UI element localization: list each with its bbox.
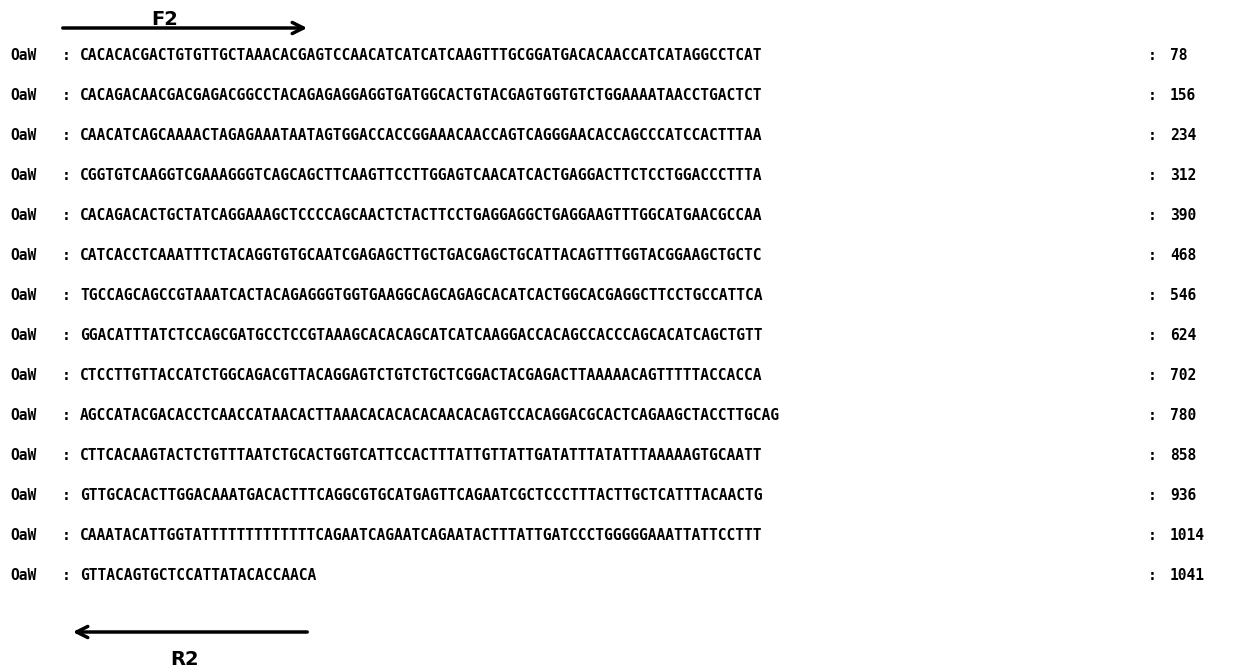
Text: 702: 702	[1171, 367, 1197, 383]
Text: OaW: OaW	[10, 167, 36, 183]
Text: R2: R2	[171, 650, 200, 669]
Text: 468: 468	[1171, 248, 1197, 262]
Text: :: :	[62, 288, 71, 302]
Text: :: :	[1148, 407, 1157, 423]
Text: CGGTGTCAAGGTCGAAAGGGTCAGCAGCTTCAAGTTCCTTGGAGTCAACATCACTGAGGACTTCTCCTGGACCCTTTA: CGGTGTCAAGGTCGAAAGGGTCAGCAGCTTCAAGTTCCTT…	[81, 167, 763, 183]
Text: GGACATTTATCTCCAGCGATGCCTCCGTAAAGCACACAGCATCATCAAGGACCACAGCCACCCAGCACATCAGCTGTT: GGACATTTATCTCCAGCGATGCCTCCGTAAAGCACACAGC…	[81, 328, 763, 343]
Text: :: :	[1148, 567, 1157, 583]
Text: OaW: OaW	[10, 488, 36, 502]
Text: OaW: OaW	[10, 448, 36, 462]
Text: 78: 78	[1171, 47, 1188, 62]
Text: :: :	[1148, 207, 1157, 223]
Text: GTTGCACACTTGGACAAATGACACTTTCAGGCGTGCATGAGTTCAGAATCGCTCCCTTTACTTGCTCATTTACAACTG: GTTGCACACTTGGACAAATGACACTTTCAGGCGTGCATGA…	[81, 488, 763, 502]
Text: OaW: OaW	[10, 88, 36, 102]
Text: CACAGACACTGCTATCAGGAAAGCTCCCCAGCAACTCTACTTCCTGAGGAGGCTGAGGAAGTTTGGCATGAACGCCAA: CACAGACACTGCTATCAGGAAAGCTCCCCAGCAACTCTAC…	[81, 207, 763, 223]
Text: :: :	[62, 207, 71, 223]
Text: TGCCAGCAGCCGTAAATCACTACAGAGGGTGGTGAAGGCAGCAGAGCACATCACTGGCACGAGGCTTCCTGCCATTCA: TGCCAGCAGCCGTAAATCACTACAGAGGGTGGTGAAGGCA…	[81, 288, 763, 302]
Text: :: :	[62, 328, 71, 343]
Text: :: :	[62, 488, 71, 502]
Text: CAAATACATTGGTATTTTTTTTTTTTTCAGAATCAGAATCAGAATACTTTATTGATCCCTGGGGGAAATTATTCCTTT: CAAATACATTGGTATTTTTTTTTTTTTCAGAATCAGAATC…	[81, 527, 763, 543]
Text: :: :	[1148, 328, 1157, 343]
Text: OaW: OaW	[10, 47, 36, 62]
Text: :: :	[1148, 527, 1157, 543]
Text: :: :	[62, 367, 71, 383]
Text: OaW: OaW	[10, 367, 36, 383]
Text: CAACATCAGCAAAACTAGAGAAATAATAGTGGACCACCGGAAACAACCAGTCAGGGAACACCAGCCCATCCACTTTAA: CAACATCAGCAAAACTAGAGAAATAATAGTGGACCACCGG…	[81, 128, 763, 142]
Text: OaW: OaW	[10, 288, 36, 302]
Text: :: :	[62, 167, 71, 183]
Text: 156: 156	[1171, 88, 1197, 102]
Text: OaW: OaW	[10, 567, 36, 583]
Text: :: :	[1148, 488, 1157, 502]
Text: 858: 858	[1171, 448, 1197, 462]
Text: :: :	[62, 47, 71, 62]
Text: :: :	[62, 128, 71, 142]
Text: CTCCTTGTTACCATCTGGCAGACGTTACAGGAGTCTGTCTGCTCGGACTACGAGACTTAAAAACAGTTTTTACCACCA: CTCCTTGTTACCATCTGGCAGACGTTACAGGAGTCTGTCT…	[81, 367, 763, 383]
Text: :: :	[1148, 167, 1157, 183]
Text: 546: 546	[1171, 288, 1197, 302]
Text: 1041: 1041	[1171, 567, 1205, 583]
Text: 936: 936	[1171, 488, 1197, 502]
Text: :: :	[1148, 448, 1157, 462]
Text: 312: 312	[1171, 167, 1197, 183]
Text: OaW: OaW	[10, 527, 36, 543]
Text: :: :	[1148, 248, 1157, 262]
Text: OaW: OaW	[10, 248, 36, 262]
Text: :: :	[1148, 88, 1157, 102]
Text: OaW: OaW	[10, 407, 36, 423]
Text: 234: 234	[1171, 128, 1197, 142]
Text: 780: 780	[1171, 407, 1197, 423]
Text: CACACACGACTGTGTTGCTAAACACGAGTCCAACATCATCATCAAGTTTGCGGATGACACAACCATCATAGGCCTCAT: CACACACGACTGTGTTGCTAAACACGAGTCCAACATCATC…	[81, 47, 763, 62]
Text: OaW: OaW	[10, 328, 36, 343]
Text: CATCACCTCAAATTTCTACAGGTGTGCAATCGAGAGCTTGCTGACGAGCTGCATTACAGTTTGGTACGGAAGCTGCTC: CATCACCTCAAATTTCTACAGGTGTGCAATCGAGAGCTTG…	[81, 248, 763, 262]
Text: :: :	[62, 567, 71, 583]
Text: F2: F2	[151, 10, 179, 29]
Text: :: :	[62, 88, 71, 102]
Text: :: :	[1148, 288, 1157, 302]
Text: OaW: OaW	[10, 207, 36, 223]
Text: AGCCATACGACACCTCAACCATAACACTTAAACACACACACAACACAGTCCACAGGACGCACTCAGAAGCTACCTTGCAG: AGCCATACGACACCTCAACCATAACACTTAAACACACACA…	[81, 407, 780, 423]
Text: CTTCACAAGTACTCTGTTTAATCTGCACTGGTCATTCCACTTTATTGTTATTGATATTTATATTTAAAAAGTGCAATT: CTTCACAAGTACTCTGTTTAATCTGCACTGGTCATTCCAC…	[81, 448, 763, 462]
Text: :: :	[62, 407, 71, 423]
Text: GTTACAGTGCTCCATTATACACCAACA: GTTACAGTGCTCCATTATACACCAACA	[81, 567, 316, 583]
Text: :: :	[1148, 367, 1157, 383]
Text: 1014: 1014	[1171, 527, 1205, 543]
Text: :: :	[62, 448, 71, 462]
Text: 624: 624	[1171, 328, 1197, 343]
Text: :: :	[62, 248, 71, 262]
Text: :: :	[62, 527, 71, 543]
Text: 390: 390	[1171, 207, 1197, 223]
Text: :: :	[1148, 128, 1157, 142]
Text: :: :	[1148, 47, 1157, 62]
Text: OaW: OaW	[10, 128, 36, 142]
Text: CACAGACAACGACGAGACGGCCTACAGAGAGGAGGTGATGGCACTGTACGAGTGGTGTCTGGAAAATAACCTGACTCT: CACAGACAACGACGAGACGGCCTACAGAGAGGAGGTGATG…	[81, 88, 763, 102]
